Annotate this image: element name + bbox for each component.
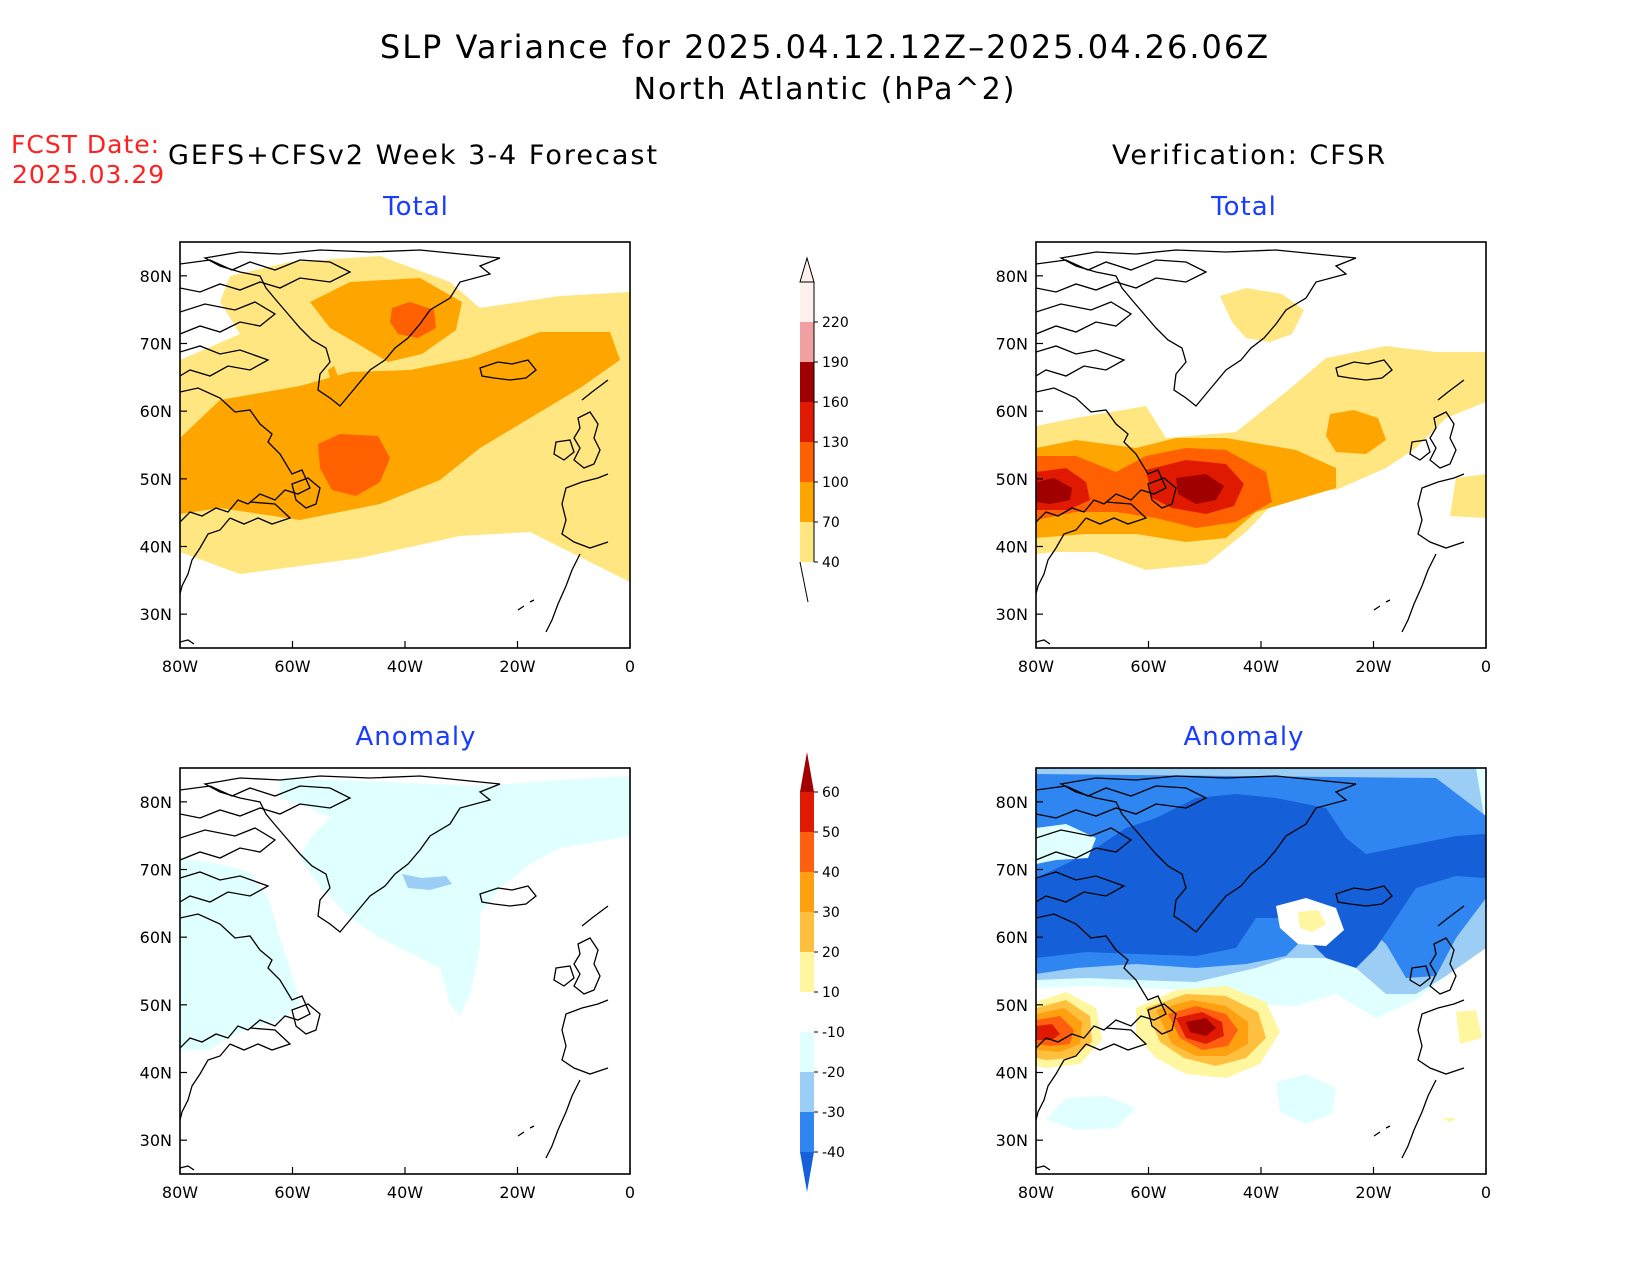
colorbar-total-label: 100	[822, 475, 849, 491]
lon-tick-label: 60W	[1130, 1183, 1166, 1202]
figure-subtitle: North Atlantic (hPa^2)	[633, 72, 1017, 107]
colorbar-anomaly-segment	[800, 792, 814, 832]
colorbar-total-label: 160	[822, 395, 849, 411]
figure-title: SLP Variance for 2025.04.12.12Z–2025.04.…	[379, 28, 1271, 66]
colorbar-anomaly: -40 -30 -20 -10 10 20 30 40 50 60	[800, 752, 845, 1192]
colorbar-anomaly-label: -40	[822, 1145, 845, 1161]
colorbar-anomaly-segment	[800, 992, 814, 1032]
lon-tick-label: 20W	[499, 1183, 535, 1202]
lat-tick-label: 80N	[140, 793, 172, 812]
colorbar-total-segment	[800, 402, 814, 442]
colorbar-total-label: 70	[822, 515, 840, 531]
lat-tick-label: 40N	[996, 538, 1028, 557]
axes-layer: 80N 70N 60N 50N 40N 30N 80W 60W 40W 20W 0 80N 70N 60N…	[140, 267, 1491, 1202]
lat-tick-label: 50N	[996, 996, 1028, 1015]
colorbar-total-segment	[800, 322, 814, 362]
lon-tick-label: 60W	[1130, 657, 1166, 676]
colorbar-anomaly-label: -10	[822, 1025, 845, 1041]
lat-tick-label: 30N	[140, 605, 172, 624]
lat-tick-label: 70N	[996, 335, 1028, 354]
lon-tick-label: 40W	[387, 1183, 423, 1202]
colorbar-anomaly-segment	[800, 1072, 814, 1112]
colorbar-total-label: 130	[822, 435, 849, 451]
lat-tick-label: 70N	[140, 335, 172, 354]
lon-tick-label: 20W	[1355, 657, 1391, 676]
lat-tick-label: 60N	[996, 402, 1028, 421]
lat-tick-label: 80N	[996, 793, 1028, 812]
colorbar-anomaly-segment	[800, 952, 814, 992]
colorbar-anomaly-segment	[800, 832, 814, 872]
lon-tick-label: 80W	[162, 1183, 198, 1202]
lat-tick-label: 60N	[996, 928, 1028, 947]
map-panel-verification-total	[1035, 241, 1487, 649]
verif-total-title: Total	[1211, 192, 1277, 222]
colorbar-anomaly-label: 20	[822, 945, 840, 961]
lon-tick-label: 0	[1481, 657, 1491, 676]
colorbar-total: 40 70 100 130 160 190 220	[799, 256, 849, 603]
colorbar-anomaly-segment	[800, 1112, 814, 1152]
lat-tick-label: 70N	[996, 861, 1028, 880]
colorbar-total-segment	[800, 442, 814, 482]
fcst-date-value: 2025.03.29	[12, 160, 166, 189]
colorbar-anomaly-segment	[800, 1032, 814, 1072]
lon-tick-label: 80W	[162, 657, 198, 676]
lon-tick-label: 20W	[1355, 1183, 1391, 1202]
lat-tick-label: 50N	[140, 470, 172, 489]
colorbar-total-label: 190	[822, 355, 849, 371]
colorbar-anomaly-label: 40	[822, 865, 840, 881]
colorbar-anomaly-label: 60	[822, 785, 840, 801]
colorbar-anomaly-segment	[800, 912, 814, 952]
colorbar-total-segment	[800, 362, 814, 402]
lat-tick-label: 40N	[140, 1064, 172, 1083]
lon-tick-label: 80W	[1018, 657, 1054, 676]
lon-tick-label: 0	[1481, 1183, 1491, 1202]
lon-tick-label: 20W	[499, 657, 535, 676]
colorbar-anomaly-label: 30	[822, 905, 840, 921]
colorbar-anomaly-top-arrow	[800, 752, 814, 792]
lon-tick-label: 60W	[274, 1183, 310, 1202]
colorbar-anomaly-label: -20	[822, 1065, 845, 1081]
lat-tick-label: 50N	[996, 470, 1028, 489]
lat-tick-label: 80N	[140, 267, 172, 286]
verif-anomaly-title: Anomaly	[1183, 722, 1305, 752]
colorbar-anomaly-bottom-arrow	[800, 1152, 814, 1192]
lat-tick-label: 60N	[140, 928, 172, 947]
map-panel-forecast-total	[179, 241, 631, 649]
colorbar-total-segment	[800, 522, 814, 562]
colorbar-anomaly-segment	[800, 872, 814, 912]
lon-tick-label: 60W	[274, 657, 310, 676]
lon-tick-label: 0	[625, 1183, 635, 1202]
colorbar-total-segment	[800, 482, 814, 522]
lon-tick-label: 40W	[1243, 1183, 1279, 1202]
lat-tick-label: 40N	[140, 538, 172, 557]
lon-tick-label: 80W	[1018, 1183, 1054, 1202]
lat-tick-label: 30N	[996, 605, 1028, 624]
colorbar-total-label: 220	[822, 315, 849, 331]
colorbar-total-segment	[800, 282, 814, 322]
map-panel-forecast-anomaly	[179, 767, 631, 1175]
fcst-anomaly-title: Anomaly	[355, 722, 477, 752]
colorbar-anomaly-label: -30	[822, 1105, 845, 1121]
lon-tick-label: 40W	[387, 657, 423, 676]
lat-tick-label: 60N	[140, 402, 172, 421]
lat-tick-label: 40N	[996, 1064, 1028, 1083]
lat-tick-label: 70N	[140, 861, 172, 880]
lat-tick-label: 80N	[996, 267, 1028, 286]
colorbar-anomaly-label: 50	[822, 825, 840, 841]
map-panel-verification-anomaly	[1035, 767, 1487, 1175]
colorbar-total-bottom-arrow	[799, 561, 809, 603]
verification-column-title: Verification: CFSR	[1112, 140, 1388, 171]
lat-tick-label: 50N	[140, 996, 172, 1015]
lon-tick-label: 40W	[1243, 657, 1279, 676]
forecast-column-title: GEFS+CFSv2 Week 3-4 Forecast	[168, 140, 660, 171]
colorbar-total-label: 40	[822, 555, 840, 571]
lat-tick-label: 30N	[996, 1131, 1028, 1150]
fcst-date-label: FCST Date:	[11, 130, 161, 159]
lon-tick-label: 0	[625, 657, 635, 676]
colorbar-anomaly-label: 10	[822, 985, 840, 1001]
lat-tick-label: 30N	[140, 1131, 172, 1150]
colorbar-total-top-arrow	[799, 256, 815, 283]
fcst-total-title: Total	[383, 192, 449, 222]
